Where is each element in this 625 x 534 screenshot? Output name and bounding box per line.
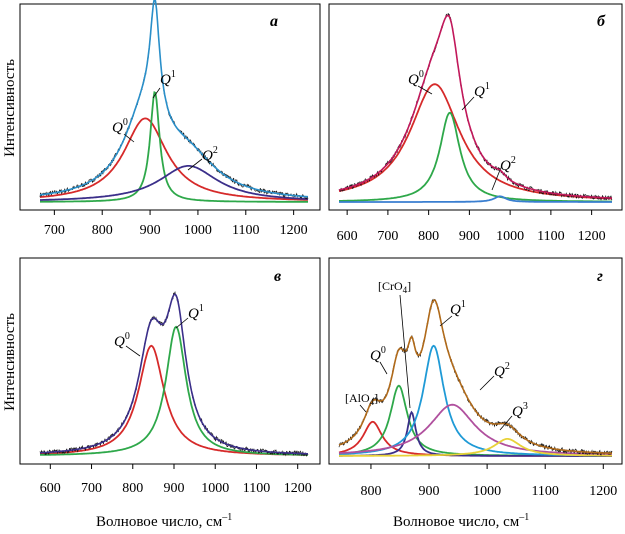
experimental-spectrum: [39, 0, 309, 200]
annotation-leader: [399, 294, 411, 409]
component-q1: [40, 325, 308, 456]
annotation-label: Q1: [160, 69, 176, 88]
annotation-leader: [417, 85, 433, 95]
x-tick-label: 800: [122, 481, 143, 496]
annotation-label: Q1: [450, 299, 466, 318]
annotation-label: Q2: [494, 361, 510, 380]
panel-4: 800 900 1000 1100 1200 г [AlO4] Q0 [CrO4] Q1 Q2 Q3: [328, 257, 623, 499]
component-cro4: [339, 410, 612, 457]
annotation-label: Q1: [188, 303, 204, 322]
annotation-leader: [123, 133, 135, 143]
panel-3: 600 700 800 900 1000 1100 1200 в Q0 Q1: [19, 257, 321, 496]
annotation-label: [CrO4]: [378, 279, 411, 295]
annotation-leader: [175, 317, 189, 329]
panel-letter: г: [597, 268, 603, 285]
x-tick-label: 800: [360, 484, 381, 499]
panel-frame: [328, 3, 623, 211]
x-tick-label: 1200: [280, 223, 308, 238]
annotation-label: Q0: [112, 117, 128, 136]
fit-envelope: [338, 299, 612, 454]
panel-frame: [328, 257, 623, 465]
x-tick-label: 1000: [473, 484, 501, 499]
annotation-label: Q2: [500, 155, 516, 174]
panel-letter: а: [270, 13, 278, 30]
annotation-leader: [379, 361, 388, 375]
annotation-label: Q0: [370, 345, 386, 364]
component-q0: [338, 384, 612, 457]
component-q3: [339, 438, 612, 457]
x-tick-label: 1000: [184, 223, 212, 238]
x-tick-label: 900: [459, 229, 480, 244]
panel-letter: в: [274, 268, 281, 285]
panel-frame: [19, 3, 321, 211]
x-tick-label: 1100: [243, 481, 270, 496]
annotation-leader: [499, 415, 513, 431]
x-tick-label: 1200: [578, 229, 606, 244]
x-tick-label: 700: [377, 229, 398, 244]
x-axis-label-left: Волновое число, см–1: [96, 512, 232, 530]
annotation-label: Q2: [202, 145, 218, 164]
component-q1: [339, 111, 612, 203]
annotation-label: [AlO4]: [345, 391, 378, 407]
annotation-label: Q1: [474, 81, 490, 100]
component-q2: [339, 195, 612, 203]
fit-envelope: [338, 14, 613, 199]
panel-1: 700 800 900 1000 1100 1200 а Q0 Q1 Q2: [19, 0, 321, 238]
x-tick-label: 700: [81, 481, 102, 496]
component-q2: [40, 165, 308, 201]
annotation-leader: [479, 375, 495, 391]
x-tick-label: 1200: [589, 484, 617, 499]
annotation-leader: [359, 404, 367, 413]
x-tick-label: 1200: [284, 481, 312, 496]
x-tick-label: 1000: [496, 229, 524, 244]
x-tick-label: 1100: [232, 223, 259, 238]
x-tick-label: 800: [92, 223, 113, 238]
annotation-leader: [461, 96, 475, 111]
panel-letter: б: [597, 13, 606, 30]
x-axis-label-right: Волновое число, см–1: [393, 512, 529, 530]
annotation-leader: [439, 315, 453, 327]
y-axis-label-top: Интенсивность: [2, 59, 18, 157]
x-tick-label: 1100: [537, 229, 564, 244]
fit-envelope: [39, 293, 308, 455]
x-tick-label: 1000: [201, 481, 229, 496]
x-tick-label: 600: [337, 229, 358, 244]
y-axis-label-bottom: Интенсивность: [2, 313, 18, 411]
panel-frame: [19, 257, 321, 465]
x-tick-label: 1100: [531, 484, 558, 499]
x-tick-label: 800: [418, 229, 439, 244]
annotation-label: Q0: [408, 69, 424, 88]
panel-2: 600 700 800 900 1000 1100 1200 б Q0 Q1 Q2: [328, 3, 623, 244]
x-tick-label: 900: [419, 484, 440, 499]
x-tick-label: 900: [140, 223, 161, 238]
component-q0: [338, 83, 612, 200]
component-q0: [39, 117, 309, 201]
annotation-leader: [491, 169, 501, 191]
component-q1: [40, 91, 308, 203]
annotation-leader: [125, 345, 141, 357]
annotation-label: Q0: [114, 331, 130, 350]
experimental-spectrum: [39, 291, 309, 457]
x-tick-label: 700: [44, 223, 65, 238]
x-tick-label: 900: [164, 481, 185, 496]
x-tick-label: 600: [40, 481, 61, 496]
annotation-leader: [187, 158, 203, 171]
component-q0: [39, 344, 308, 456]
annotation-leader: [152, 87, 161, 99]
fit-envelope: [39, 0, 308, 198]
annotation-label: Q3: [512, 401, 528, 420]
